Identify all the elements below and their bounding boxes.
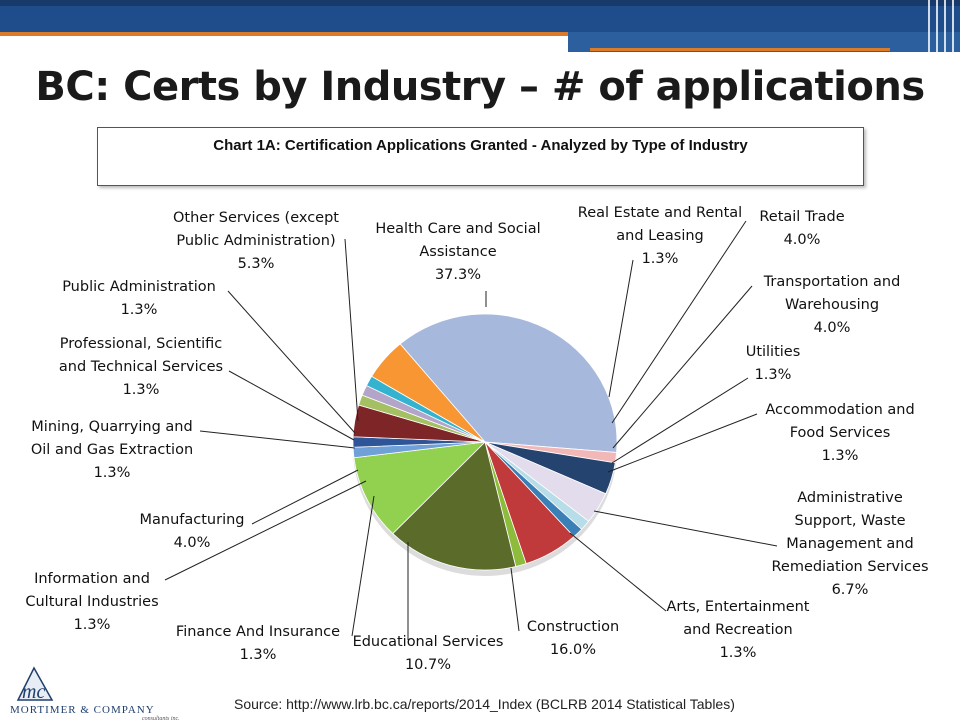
slide-title: BC: Certs by Industry – # of application…: [35, 64, 925, 110]
leader-line: [164, 480, 367, 581]
leader-line: [612, 285, 753, 449]
header-stripes: [922, 0, 960, 52]
leader-line: [569, 532, 667, 612]
pie-slice: [399, 313, 618, 453]
slice-label: Administrative Support, Waste Management a…: [771, 490, 928, 598]
slice-label: Construction 16.0%: [527, 619, 619, 658]
header-top-strip: [0, 0, 960, 6]
header-accent-band-line: [590, 48, 890, 51]
leader-line: [510, 567, 520, 632]
slice-label: Public Administration 1.3%: [62, 279, 216, 318]
leader-line: [227, 290, 356, 434]
header-accent-line: [0, 32, 568, 36]
slice-label: Other Services (except Public Administrat…: [173, 210, 339, 272]
company-logo: mc MORTIMER & COMPANY consultants inc.: [10, 664, 190, 722]
chart-title: Chart 1A: Certification Applications Gra…: [213, 137, 748, 154]
pie-slice: [392, 441, 517, 571]
slice-label: Professional, Scientific and Technical Se…: [59, 336, 223, 398]
leader-line: [607, 413, 758, 473]
pie-slice: [353, 441, 487, 535]
slice-label: Utilities 1.3%: [746, 344, 801, 383]
slice-label: Real Estate and Rental and Leasing 1.3%: [578, 205, 742, 267]
logo-name: MORTIMER & COMPANY: [10, 704, 155, 716]
slice-label: Manufacturing 4.0%: [140, 512, 245, 551]
slice-label: Information and Cultural Industries 1.3%: [25, 571, 158, 633]
source-note: Source: http://www.lrb.bc.ca/reports/201…: [234, 696, 735, 712]
leader-line: [611, 377, 749, 464]
slice-label: Educational Services 10.7%: [353, 634, 504, 673]
slice-label: Accommodation and Food Services 1.3%: [765, 402, 914, 464]
chart-title-box: Chart 1A: Certification Applications Gra…: [97, 127, 864, 186]
slice-label: Health Care and Social Assistance 37.3%: [375, 221, 540, 283]
logo-subtitle: consultants inc.: [142, 716, 180, 722]
logo-mark-icon: mc: [16, 666, 54, 703]
leader-line: [593, 510, 778, 547]
header-accent-band: [568, 32, 960, 52]
slice-label: Finance And Insurance 1.3%: [176, 624, 340, 663]
slice-label: Arts, Entertainment and Recreation 1.3%: [667, 599, 810, 661]
logo-initials: mc: [22, 681, 45, 703]
slice-label: Retail Trade 4.0%: [759, 209, 844, 248]
slice-label: Transportation and Warehousing 4.0%: [763, 274, 901, 336]
leader-line: [228, 370, 355, 441]
leader-line: [351, 495, 375, 637]
leader-line: [344, 238, 359, 422]
leader-line: [611, 220, 747, 424]
pie-slice: [371, 343, 486, 443]
slice-label: Mining, Quarrying and Oil and Gas Extract…: [31, 419, 193, 481]
leader-line: [251, 469, 359, 525]
leader-line: [608, 259, 634, 398]
leader-line: [199, 430, 356, 449]
